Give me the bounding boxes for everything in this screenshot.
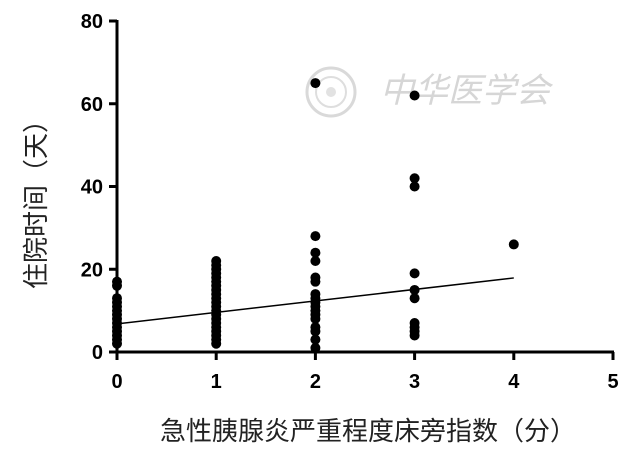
- data-point: [310, 289, 321, 300]
- y-tick-label: 0: [92, 342, 103, 364]
- watermark: 中华医学会: [305, 66, 554, 118]
- y-tick-label: 60: [81, 94, 103, 116]
- data-point: [409, 181, 420, 192]
- y-tick-label: 20: [81, 259, 103, 281]
- data-point: [409, 268, 420, 279]
- data-point: [409, 318, 420, 329]
- x-tick-label: 0: [111, 371, 122, 393]
- watermark-seal-icon: [305, 66, 357, 118]
- x-tick-label: 4: [508, 371, 520, 393]
- data-point: [310, 247, 321, 258]
- x-tick-label: 1: [211, 371, 222, 393]
- data-point: [409, 284, 420, 295]
- data-point: [409, 173, 420, 184]
- data-point: [112, 293, 122, 304]
- y-tick-label: 80: [81, 11, 103, 33]
- x-axis-title: 急性胰腺炎严重程度床旁指数（分）: [160, 417, 576, 447]
- data-point: [310, 322, 321, 333]
- y-axis-title: 住院时间（天）: [22, 107, 52, 289]
- data-point: [310, 78, 321, 89]
- data-point: [310, 342, 321, 353]
- data-point: [310, 255, 321, 266]
- data-point: [409, 90, 420, 101]
- data-point: [508, 239, 519, 250]
- x-tick-label: 3: [409, 371, 420, 393]
- data-point: [211, 255, 222, 266]
- data-point: [310, 231, 321, 242]
- data-point: [310, 272, 321, 283]
- data-point: [310, 334, 321, 345]
- plot-area: 0 1 2 3 4 5 0 20 40 60 80: [81, 11, 619, 393]
- watermark-text: 中华医学会: [380, 71, 554, 111]
- y-tick-label: 40: [81, 177, 103, 199]
- x-tick-label: 5: [607, 371, 618, 393]
- data-point: [112, 276, 122, 287]
- x-tick-label: 2: [310, 371, 321, 393]
- data-point: [409, 293, 420, 304]
